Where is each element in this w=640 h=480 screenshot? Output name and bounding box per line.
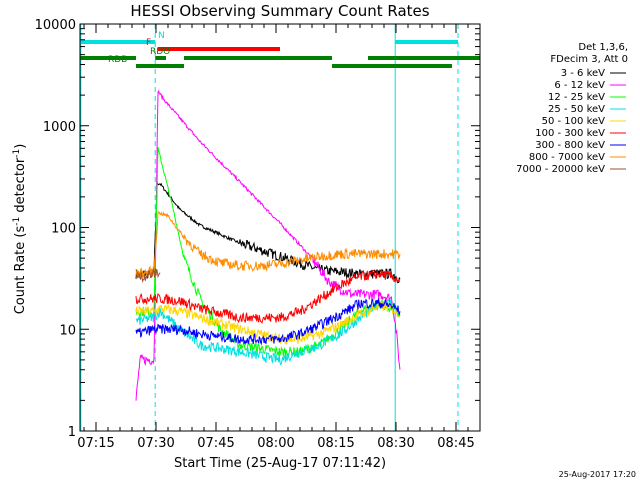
flag-label-n: N — [158, 31, 165, 41]
y-tick-label: 100 — [51, 222, 76, 237]
y-tick-label: 1 — [68, 425, 76, 440]
series-line-0 — [135, 182, 401, 283]
series-line-5 — [135, 269, 401, 324]
legend-header-line: FDecim 3, Att 0 — [550, 54, 628, 65]
x-tick-label: 08:45 — [437, 436, 474, 451]
flag-label-f: F — [146, 38, 151, 48]
flag-label-rdb: RDB — [108, 55, 127, 65]
legend-entry-label: 300 - 800 keV — [535, 140, 605, 151]
series-line-8 — [135, 267, 161, 284]
series-line-1 — [135, 89, 401, 401]
flag-label-rdo: RDO — [150, 47, 170, 57]
series-line-6 — [135, 298, 401, 346]
series-line-3 — [135, 299, 401, 366]
series-line-4 — [135, 301, 401, 345]
x-tick-label: 08:30 — [377, 436, 414, 451]
legend-entry-label: 6 - 12 keV — [554, 80, 605, 91]
x-tick-label: 08:15 — [317, 436, 354, 451]
legend-entry-label: 100 - 300 keV — [535, 128, 605, 139]
y-tick-label: 1000 — [43, 120, 76, 135]
x-axis-label: Start Time (25-Aug-17 07:11:42) — [174, 456, 386, 471]
x-tick-label: 08:00 — [257, 436, 294, 451]
y-tick-label: 10000 — [35, 18, 76, 33]
plot-frame — [79, 23, 481, 432]
legend-entry-label: 7000 - 20000 keV — [516, 164, 605, 175]
footer-date: 25-Aug-2017 17:20 — [559, 470, 636, 479]
chart-title: HESSI Observing Summary Count Rates — [130, 2, 429, 20]
x-tick-label: 07:45 — [197, 436, 234, 451]
x-tick-label: 07:30 — [137, 436, 174, 451]
series-line-2 — [135, 146, 401, 359]
legend-entry-label: 12 - 25 keV — [548, 92, 605, 103]
x-tick-label: 07:15 — [77, 436, 114, 451]
legend-entry-label: 3 - 6 keV — [561, 68, 605, 79]
legend-entry-label: 800 - 7000 keV — [529, 152, 605, 163]
legend-entry-label: 50 - 100 keV — [542, 116, 606, 127]
legend-header-line: Det 1,3,6, — [578, 42, 628, 53]
series-line-7 — [135, 210, 401, 278]
y-tick-label: 10 — [59, 323, 76, 338]
legend-entry-label: 25 - 50 keV — [548, 104, 605, 115]
y-axis-label: Count Rate (s-1 detector-1) — [12, 144, 28, 315]
